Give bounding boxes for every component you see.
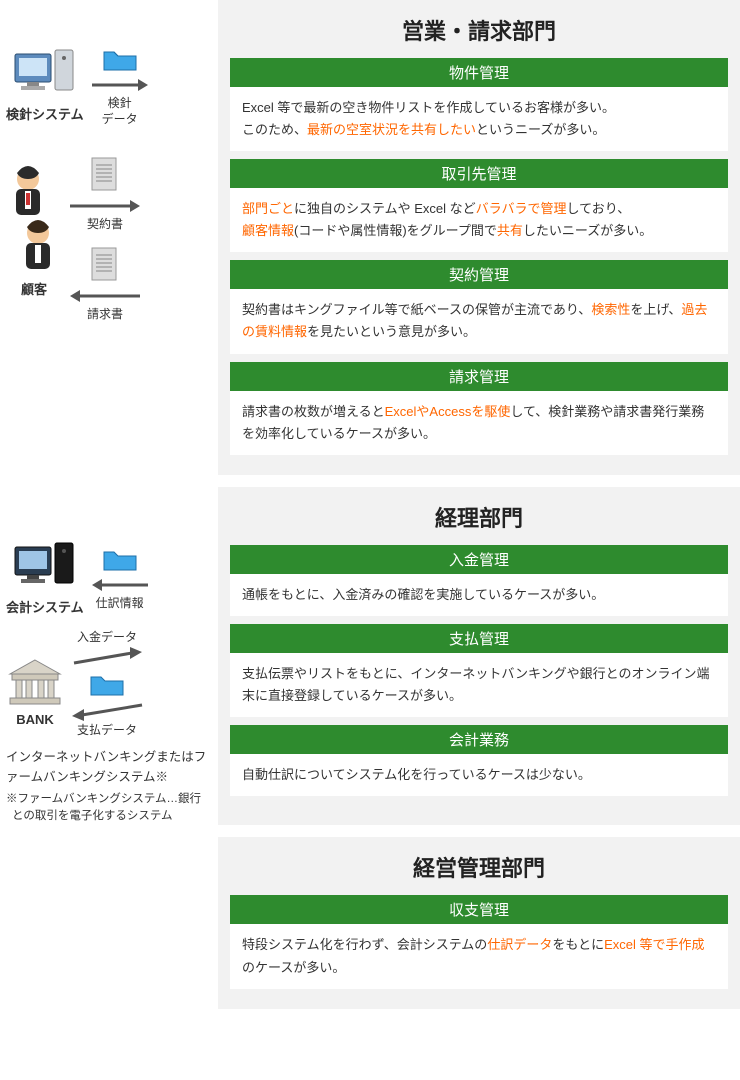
- deposit-data-label: 入金データ: [77, 630, 137, 646]
- arrow-right-icon: [68, 197, 142, 215]
- dept-mgmt-left: [0, 837, 218, 1008]
- acct-system-block: 会計システム: [6, 541, 84, 616]
- dept-sales-title: 営業・請求部門: [230, 14, 728, 46]
- journal-info-label: 仕訳情報: [96, 596, 144, 612]
- card-body-accounting-ops: 自動仕訳についてシステム化を行っているケースは少ない。: [230, 754, 728, 796]
- card-head-payment-mgmt: 支払管理: [230, 624, 728, 653]
- people-icon: [6, 165, 62, 275]
- dept-accounting-title: 経理部門: [230, 501, 728, 533]
- folder-icon: [88, 669, 126, 699]
- dept-accounting-cards: 入金管理通帳をもとに、入金済みの確認を実施しているケースが多い。支払管理支払伝票…: [230, 545, 728, 796]
- meter-data-label: 検針 データ: [102, 96, 138, 127]
- card-accounting-ops: 会計業務自動仕訳についてシステム化を行っているケースは少ない。: [230, 725, 728, 796]
- card-body-contract-mgmt: 契約書はキングファイル等で紙ベースの保管が主流であり、検索性を上げ、過去の賃料情…: [230, 289, 728, 353]
- document-icon: [88, 245, 122, 285]
- dept-mgmt-right: 経営管理部門 収支管理特段システム化を行わず、会計システムの仕訳データをもとにE…: [218, 837, 740, 1008]
- dept-sales-right: 営業・請求部門 物件管理Excel 等で最新の空き物件リストを作成しているお客様…: [218, 0, 740, 475]
- invoice-doc-label: 請求書: [87, 307, 123, 323]
- dept-accounting: 会計システム 仕訳情報: [0, 487, 740, 826]
- page-root: 検針システム 検針 データ: [0, 0, 740, 1021]
- contract-doc-label: 契約書: [87, 217, 123, 233]
- folder-icon: [101, 544, 139, 574]
- card-head-client-mgmt: 取引先管理: [230, 159, 728, 188]
- dept-sales: 検針システム 検針 データ: [0, 0, 740, 475]
- dept-mgmt-cards: 収支管理特段システム化を行わず、会計システムの仕訳データをもとにExcel 等で…: [230, 895, 728, 988]
- document-icon: [88, 155, 122, 195]
- folder-icon: [101, 44, 139, 74]
- acct-system-label: 会計システム: [6, 597, 84, 616]
- arrow-right-icon: [90, 76, 150, 94]
- card-pl-mgmt: 収支管理特段システム化を行わず、会計システムの仕訳データをもとにExcel 等で…: [230, 895, 728, 988]
- card-body-payment-mgmt: 支払伝票やリストをもとに、インターネットバンキングや銀行とのオンライン端末に直接…: [230, 653, 728, 717]
- card-body-deposit-mgmt: 通帳をもとに、入金済みの確認を実施しているケースが多い。: [230, 574, 728, 616]
- bank-icon: [6, 658, 64, 708]
- card-property-mgmt: 物件管理Excel 等で最新の空き物件リストを作成しているお客様が多い。このため…: [230, 58, 728, 151]
- card-body-billing-mgmt: 請求書の枚数が増えるとExcelやAccessを駆使して、検針業務や請求書発行業…: [230, 391, 728, 455]
- card-contract-mgmt: 契約管理契約書はキングファイル等で紙ベースの保管が主流であり、検索性を上げ、過去…: [230, 260, 728, 353]
- arrow-right-up-icon: [70, 647, 144, 667]
- customer-block: 顧客: [6, 165, 62, 298]
- dept-sales-left: 検針システム 検針 データ: [0, 0, 218, 475]
- dept-accounting-right: 経理部門 入金管理通帳をもとに、入金済みの確認を実施しているケースが多い。支払管…: [218, 487, 740, 826]
- dept-mgmt-title: 経営管理部門: [230, 851, 728, 883]
- card-head-billing-mgmt: 請求管理: [230, 362, 728, 391]
- card-client-mgmt: 取引先管理部門ごとに独自のシステムや Excel などバラバラで管理しており、顧…: [230, 159, 728, 252]
- card-billing-mgmt: 請求管理請求書の枚数が増えるとExcelやAccessを駆使して、検針業務や請求…: [230, 362, 728, 455]
- arrow-left-down-icon: [70, 701, 144, 721]
- bank-block: BANK: [6, 658, 64, 727]
- card-body-property-mgmt: Excel 等で最新の空き物件リストを作成しているお客様が多い。このため、最新の…: [230, 87, 728, 151]
- card-head-deposit-mgmt: 入金管理: [230, 545, 728, 574]
- meter-system-label: 検針システム: [6, 104, 84, 123]
- computer-icon: [13, 541, 77, 593]
- card-head-property-mgmt: 物件管理: [230, 58, 728, 87]
- bank-label: BANK: [16, 712, 54, 727]
- banking-note-sub: ※ファームバンキングシステム…銀行との取引を電子化するシステム: [6, 791, 212, 826]
- dept-mgmt: 経営管理部門 収支管理特段システム化を行わず、会計システムの仕訳データをもとにE…: [0, 837, 740, 1008]
- dept-accounting-left: 会計システム 仕訳情報: [0, 487, 218, 826]
- card-body-client-mgmt: 部門ごとに独自のシステムや Excel などバラバラで管理しており、顧客情報(コ…: [230, 188, 728, 252]
- dept-sales-cards: 物件管理Excel 等で最新の空き物件リストを作成しているお客様が多い。このため…: [230, 58, 728, 455]
- customer-label: 顧客: [21, 279, 47, 298]
- computer-icon: [13, 48, 77, 100]
- card-deposit-mgmt: 入金管理通帳をもとに、入金済みの確認を実施しているケースが多い。: [230, 545, 728, 616]
- payment-data-label: 支払データ: [77, 723, 137, 739]
- card-payment-mgmt: 支払管理支払伝票やリストをもとに、インターネットバンキングや銀行とのオンライン端…: [230, 624, 728, 717]
- card-head-contract-mgmt: 契約管理: [230, 260, 728, 289]
- card-body-pl-mgmt: 特段システム化を行わず、会計システムの仕訳データをもとにExcel 等で手作成の…: [230, 924, 728, 988]
- card-head-accounting-ops: 会計業務: [230, 725, 728, 754]
- card-head-pl-mgmt: 収支管理: [230, 895, 728, 924]
- arrow-left-icon: [68, 287, 142, 305]
- meter-system-block: 検針システム: [6, 48, 84, 123]
- arrow-left-icon: [90, 576, 150, 594]
- banking-note: インターネットバンキングまたはファームバンキングシステム※: [6, 747, 212, 787]
